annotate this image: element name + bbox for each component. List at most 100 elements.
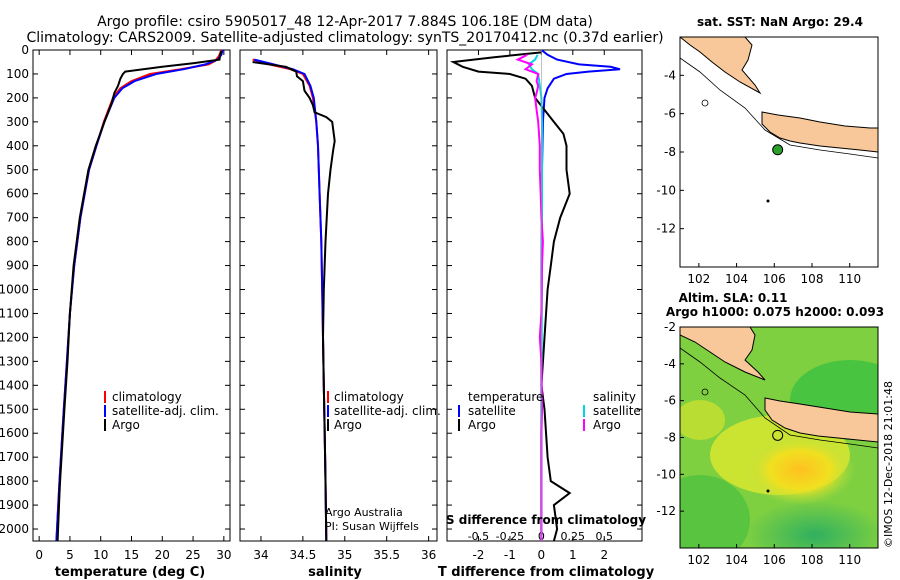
series-line-argo xyxy=(252,61,336,541)
x-tick-label: -2 xyxy=(472,548,484,562)
temperature-frame xyxy=(32,49,231,542)
depth-tick-label: 2000 xyxy=(0,522,29,536)
legend-climatology-label: climatology xyxy=(334,390,404,404)
depth-tick-label: 1100 xyxy=(0,306,29,320)
s-tick-label: -0.25 xyxy=(496,530,524,543)
lon-tick-label: 104 xyxy=(725,553,748,567)
series-line-argo xyxy=(56,50,223,541)
lat-tick-label: -8 xyxy=(664,431,676,445)
legend-temperature-satellite-label: satellite xyxy=(468,404,516,418)
legend-salinity-satellite-swatch xyxy=(583,405,585,417)
legend-salinity-satellite-label: satellite xyxy=(593,404,641,418)
legend-argo-label: Argo xyxy=(334,418,362,432)
depth-tick-label: 1600 xyxy=(0,426,29,440)
depth-tick-label: 1400 xyxy=(0,378,29,392)
series-line-satellite-adj-clim- xyxy=(55,50,224,541)
legend-argo-swatch xyxy=(104,419,106,431)
legend-satellite-swatch xyxy=(327,405,329,417)
salinity-axis-label: salinity xyxy=(308,565,362,580)
salinity-frame xyxy=(239,49,438,542)
lon-tick-label: 102 xyxy=(687,553,710,567)
depth-tick-label: 0 xyxy=(21,43,29,57)
legend-satellite-label: satellite-adj. clim. xyxy=(112,404,219,418)
x-tick-label: 10 xyxy=(93,548,108,562)
depth-tick-label: 1500 xyxy=(0,402,29,416)
temperature-legend: climatology satellite-adj. clim. Argo xyxy=(104,390,219,432)
sst-map-title: sat. SST: NaN Argo: 29.4 xyxy=(697,15,863,29)
series-line-salinity-satellite xyxy=(527,54,543,541)
lon-tick-label: 108 xyxy=(801,272,824,286)
series-line-temperature-satellite xyxy=(540,50,621,541)
depth-tick-label: 1200 xyxy=(0,330,29,344)
sla-warm-core xyxy=(745,435,855,505)
lon-tick-label: 106 xyxy=(763,553,786,567)
lat-tick-label: -4 xyxy=(664,68,676,82)
series-line-climatology xyxy=(55,50,223,541)
sst-lon-ticks: 102 104 106 108 110 xyxy=(687,263,861,286)
x-tick-label: 30 xyxy=(216,548,231,562)
sla-field xyxy=(680,327,878,548)
series-line-satellite-adj-clim- xyxy=(254,58,328,541)
lon-tick-label: 106 xyxy=(763,272,786,286)
depth-tick-label: 400 xyxy=(6,139,29,153)
s-difference-axis-label: S difference from climatology xyxy=(446,513,646,527)
series-line-temperature-argo xyxy=(449,51,572,541)
x-tick-label: 36 xyxy=(421,548,436,562)
legend-climatology-swatch xyxy=(327,391,329,403)
sla-map: Altim. SLA: 0.11 Argo h1000: 0.075 h2000… xyxy=(656,291,884,567)
sst-argo-location xyxy=(772,144,784,156)
lat-tick-label: -10 xyxy=(656,467,676,481)
x-tick-label: 35.5 xyxy=(373,548,400,562)
depth-tick-label: 1000 xyxy=(0,283,29,297)
argo-location-marker xyxy=(772,144,784,156)
series-line-climatology xyxy=(252,58,328,541)
legend-argo-swatch xyxy=(327,419,329,431)
legend-climatology-label: climatology xyxy=(112,390,182,404)
sla-warm-patch-west xyxy=(680,400,725,440)
depth-axis-ticks: 0 100 200 300 400 500 600 700 800 900 1000 1100 1200… xyxy=(0,43,642,536)
sst-land xyxy=(680,37,878,203)
depth-tick-label: 500 xyxy=(6,163,29,177)
island-marker xyxy=(701,99,709,107)
lon-tick-label: 110 xyxy=(838,553,861,567)
salinity-panel: 34 34.5 35 35.5 36 salinity climatology sate… xyxy=(239,49,441,580)
java-landmass xyxy=(761,111,878,153)
legend-salinity-argo-label: Argo xyxy=(593,418,621,432)
island-marker xyxy=(701,388,709,396)
island-marker-small xyxy=(766,489,770,493)
sla-lat-ticks: -12 -10 -8 -6 -4 -2 xyxy=(656,320,684,518)
depth-tick-label: 1300 xyxy=(0,354,29,368)
difference-panel: -2 -1 0 1 2 -0.5 -0.25 0 0.25 0.5 S difference f… xyxy=(438,49,655,580)
t-difference-axis-label: T difference from climatology xyxy=(438,565,655,580)
header-line-2: Climatology: CARS2009. Satellite-adjuste… xyxy=(26,30,663,46)
sla-map-title: Altim. SLA: 0.11 xyxy=(679,291,788,305)
t-difference-axis-ticks: -2 -1 0 1 2 xyxy=(472,50,608,562)
difference-legend: temperature satellite Argo salinity sate… xyxy=(458,390,641,432)
java-landmass xyxy=(764,397,878,443)
legend-temperature-heading: temperature xyxy=(468,390,543,404)
legend-salinity-heading: salinity xyxy=(593,390,636,404)
sumatra-landmass xyxy=(680,327,766,381)
sla-green-patch-south xyxy=(680,475,750,548)
header-line-1: Argo profile: csiro 5905017_48 12-Apr-20… xyxy=(97,14,593,30)
difference-frame xyxy=(446,49,643,542)
legend-satellite-label: satellite-adj. clim. xyxy=(334,404,441,418)
island-marker-small xyxy=(766,199,770,203)
x-tick-label: 0 xyxy=(35,548,43,562)
x-tick-label: 0 xyxy=(538,548,546,562)
lon-tick-label: 110 xyxy=(838,272,861,286)
x-tick-label: 15 xyxy=(124,548,139,562)
legend-temperature-argo-label: Argo xyxy=(468,418,496,432)
legend-satellite-swatch xyxy=(104,405,106,417)
lat-tick-label: -4 xyxy=(664,357,676,371)
x-tick-label: 35 xyxy=(337,548,352,562)
series-line-salinity-argo xyxy=(515,53,544,541)
temperature-axis-ticks: 0 5 10 15 20 25 30 xyxy=(35,50,231,562)
sumatra-landmass xyxy=(680,37,762,95)
lat-tick-label: -8 xyxy=(664,145,676,159)
sla-argo-location xyxy=(772,429,784,441)
depth-tick-label: 900 xyxy=(6,259,29,273)
shelf-contour xyxy=(680,347,878,449)
sla-map-subtitle: Argo h1000: 0.075 h2000: 0.093 xyxy=(666,305,884,319)
